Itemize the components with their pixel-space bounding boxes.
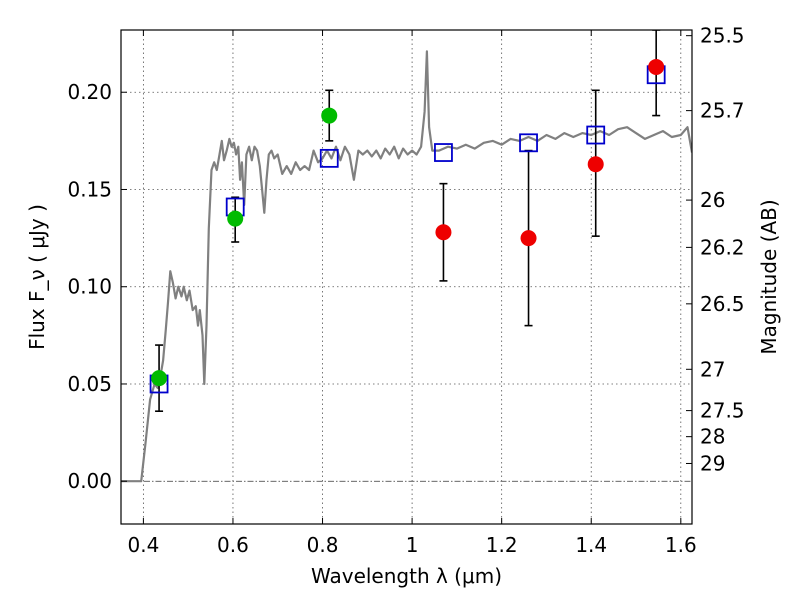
x-axis-ticks: 0.4 0.6 0.8 1 1.2 1.4 1.6 — [127, 30, 697, 557]
x-tick-label-3: 1 — [406, 533, 419, 557]
flux-point-circles-green-0 — [151, 370, 168, 387]
right-tick-label-6: 27.5 — [700, 399, 745, 423]
flux-point-circles-red-0 — [435, 224, 452, 241]
flux-point-circles-green-2 — [321, 107, 338, 124]
x-axis-title: Wavelength λ (μm) — [311, 564, 502, 588]
model-photometry-square-4 — [519, 133, 538, 153]
y-tick-label-4: 0.20 — [67, 80, 112, 104]
y-tick-label-0: 0.00 — [67, 469, 112, 493]
model-photometry-square-5 — [586, 125, 606, 145]
right-tick-label-3: 26.2 — [700, 235, 745, 259]
y-tick-label-1: 0.05 — [67, 372, 112, 396]
right-tick-label-8: 29 — [700, 451, 725, 475]
y-axis-title: Flux F_ν ( μJy ) — [25, 204, 49, 350]
right-tick-label-7: 28 — [700, 425, 725, 449]
plot-area — [121, 30, 692, 483]
model-photometry-square-2 — [319, 148, 339, 168]
x-tick-label-0: 0.4 — [127, 533, 159, 557]
right-tick-label-1: 25.7 — [700, 99, 745, 123]
flux-point-circles-red-1 — [520, 230, 537, 247]
flux-point-circles-green-1 — [227, 210, 244, 227]
flux-point-circles-red-3 — [648, 58, 665, 75]
right-tick-label-2: 26 — [700, 188, 725, 212]
x-tick-label-5: 1.4 — [575, 533, 607, 557]
model-photometry-square-3 — [434, 143, 453, 162]
model-spectrum-line — [121, 50, 692, 483]
right-tick-label-0: 25.5 — [700, 24, 745, 48]
x-tick-label-2: 0.8 — [307, 533, 339, 557]
x-tick-label-6: 1.6 — [665, 533, 697, 557]
plot-frame — [120, 29, 693, 525]
y-tick-label-3: 0.15 — [67, 177, 112, 201]
y-axis-ticks: 0.00 0.05 0.10 0.15 0.20 — [67, 80, 127, 493]
right-axis-title: Magnitude (AB) — [757, 199, 781, 354]
x-tick-label-1: 0.6 — [217, 533, 249, 557]
right-tick-label-4: 26.5 — [700, 292, 745, 316]
flux-point-circles-red-2 — [587, 156, 604, 173]
right-tick-label-5: 27 — [700, 357, 725, 381]
x-tick-label-4: 1.2 — [486, 533, 518, 557]
y-tick-label-2: 0.10 — [67, 275, 112, 299]
